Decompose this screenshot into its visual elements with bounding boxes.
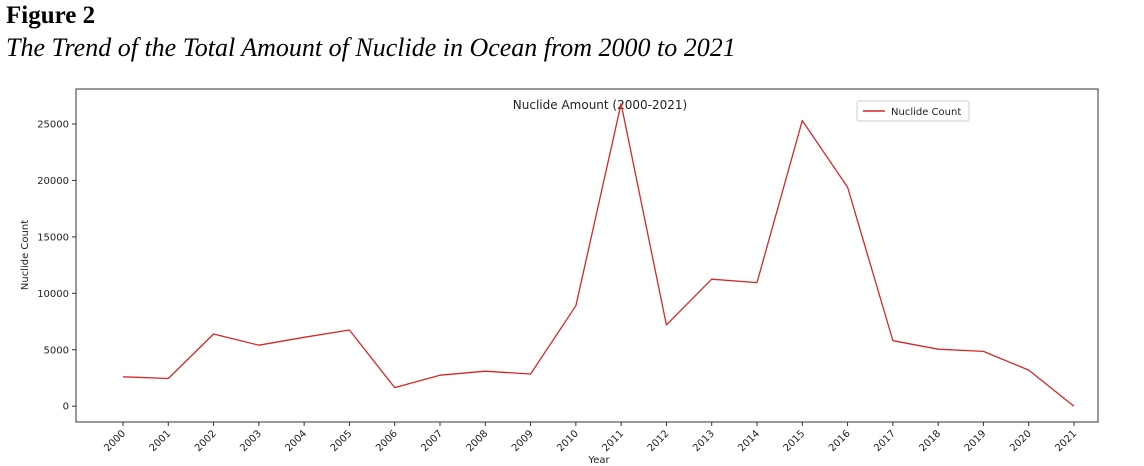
series-layer [122, 103, 1075, 407]
y-tick-label: 0 [63, 402, 69, 413]
x-tick-label: 2007 [419, 428, 445, 454]
x-tick-label: 2018 [917, 428, 943, 454]
x-tick-label: 2017 [872, 428, 898, 454]
x-tick-label: 2010 [555, 428, 581, 454]
x-tick-label: 2014 [736, 428, 762, 454]
y-axis: 0 5000 10000 15000 20000 25000 [37, 119, 76, 413]
x-tick-label: 2020 [1008, 428, 1034, 454]
x-tick-label: 2008 [465, 428, 491, 454]
y-axis-label: Nuclide Count [20, 220, 31, 290]
legend-box [856, 100, 970, 122]
plot-frame [75, 88, 1099, 423]
x-axis-label: Year [587, 455, 610, 466]
x-tick-label: 2004 [283, 428, 309, 454]
x-tick-label: 2005 [329, 428, 355, 454]
x-tick-label: 2006 [374, 428, 400, 454]
y-tick-label: 5000 [44, 345, 69, 356]
x-tick-label: 2016 [827, 428, 853, 454]
y-tick-label: 25000 [37, 119, 69, 130]
series-line [122, 103, 1075, 407]
legend: Nuclide Count [856, 100, 970, 122]
y-tick-label: 20000 [37, 176, 69, 187]
x-tick-label: 2012 [646, 428, 672, 454]
x-tick-label: 2011 [600, 428, 626, 454]
figure-caption: The Trend of the Total Amount of Nuclide… [6, 33, 736, 62]
x-tick-label: 2000 [102, 428, 128, 454]
y-tick-label: 10000 [37, 289, 69, 300]
x-tick-label: 2009 [510, 428, 536, 454]
x-tick-label: 2019 [963, 428, 989, 454]
x-axis: 2000 2001 2002 2003 2004 2005 2006 2007 2008 2009… [102, 422, 1079, 454]
legend-label: Nuclide Count [891, 107, 961, 118]
x-tick-label: 2015 [782, 428, 808, 454]
chart-title: Nuclide Amount (2000-2021) [513, 98, 687, 112]
x-tick-label: 2021 [1053, 428, 1079, 454]
x-tick-label: 2001 [148, 428, 174, 454]
x-tick-label: 2003 [238, 428, 264, 454]
x-tick-label: 2013 [691, 428, 717, 454]
x-tick-label: 2002 [193, 428, 219, 454]
figure-label: Figure 2 [6, 2, 96, 29]
y-tick-label: 15000 [37, 232, 69, 243]
